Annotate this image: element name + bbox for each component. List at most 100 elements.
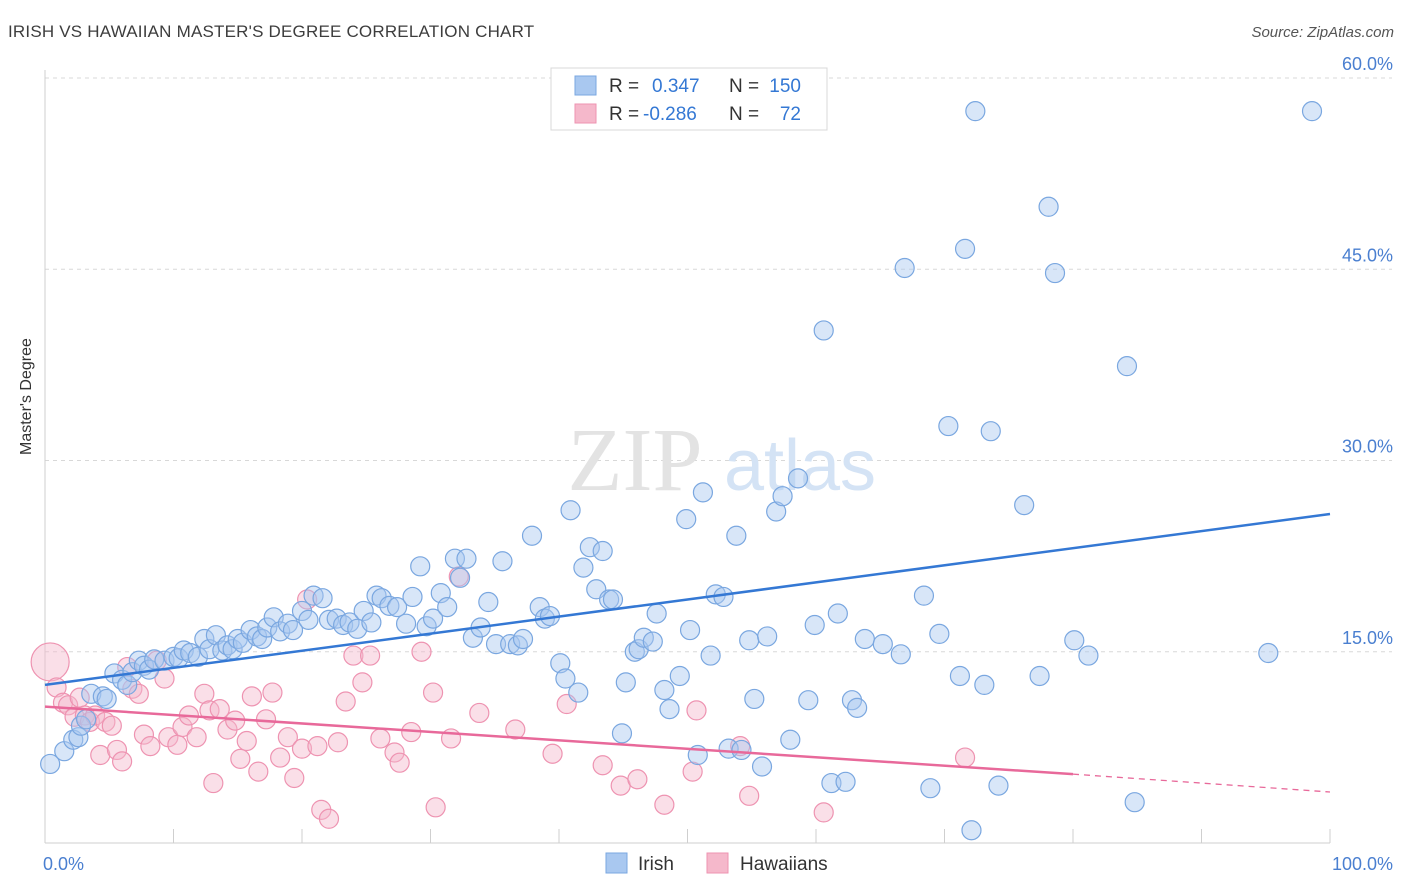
irish-point: [568, 682, 589, 703]
series-legend: Irish Hawaiians: [605, 852, 828, 875]
irish-point: [974, 674, 995, 696]
irish-point: [835, 771, 856, 792]
irish-point: [731, 739, 752, 761]
irish-point: [1064, 630, 1085, 651]
irish-point: [449, 567, 471, 588]
irish-swatch: [574, 75, 597, 96]
hawaiians-point: [284, 767, 305, 789]
irish-point: [92, 686, 113, 707]
hawaiians-point: [297, 589, 318, 610]
irish-point: [500, 633, 521, 655]
irish-point: [692, 482, 714, 503]
hawaiians-point: [230, 748, 251, 769]
y-tick-label-30: 30.0%: [1342, 437, 1393, 457]
irish-point: [938, 415, 959, 437]
irish-point: [117, 674, 138, 696]
hawaiians-point: [90, 744, 111, 766]
hawaiians-point: [248, 761, 269, 782]
hawaiians-point: [352, 672, 373, 693]
irish-point: [187, 646, 209, 667]
irish-point: [854, 628, 875, 650]
watermark-zip: ZIP: [568, 411, 703, 510]
irish-point: [492, 551, 513, 572]
irish-point: [654, 679, 675, 701]
irish-point: [1301, 101, 1323, 122]
irish-point: [353, 600, 374, 622]
hawaiians-r-label: R =: [609, 104, 639, 125]
irish-point: [76, 709, 97, 730]
legend-irish-swatch: [605, 852, 628, 874]
x-ticks: 0.0% 100.0%: [43, 829, 1393, 874]
legend-hawaiians-swatch: [706, 852, 729, 874]
irish-point: [410, 556, 431, 577]
irish-point: [954, 238, 976, 259]
hawaiians-point: [370, 728, 391, 749]
hawaiians-trend-line: [44, 705, 1074, 776]
hawaiians-point: [106, 739, 128, 761]
irish-point: [659, 699, 680, 720]
hawaiians-point: [327, 732, 349, 753]
hawaiians-point: [101, 715, 122, 736]
irish-point: [713, 586, 734, 608]
hawaiians-point: [469, 702, 490, 724]
irish-point: [456, 548, 477, 569]
chart-title: IRISH VS HAWAIIAN MASTER'S DEGREE CORREL…: [8, 22, 535, 41]
irish-point: [739, 630, 760, 651]
irish-point: [988, 775, 1009, 796]
hawaiians-point: [425, 797, 446, 818]
irish-point: [205, 625, 227, 646]
irish-point: [669, 665, 690, 687]
irish-point: [913, 585, 935, 606]
irish-point: [312, 588, 333, 609]
irish-point: [282, 619, 304, 641]
hawaiians-point: [343, 645, 364, 666]
hawaiians-point: [194, 683, 215, 704]
irish-point: [744, 688, 765, 710]
irish-point: [894, 257, 915, 279]
irish-point: [386, 597, 408, 618]
hawaiians-n-label: N =: [729, 104, 759, 125]
irish-r-value: 0.347: [652, 76, 700, 97]
hawaiians-r-value: -0.286: [643, 104, 697, 125]
irish-point: [402, 586, 423, 608]
irish-point: [726, 525, 747, 546]
hawaiians-point: [686, 700, 707, 721]
irish-point: [361, 612, 382, 633]
irish-point: [1014, 495, 1035, 516]
irish-point: [872, 633, 893, 655]
irish-point: [929, 623, 950, 645]
irish-point: [804, 614, 825, 636]
irish-point: [676, 509, 697, 530]
hawaiians-point: [111, 751, 133, 772]
irish-point: [611, 723, 633, 744]
irish-n-value: 150: [769, 76, 801, 97]
irish-point: [1044, 262, 1066, 284]
hawaiians-point: [307, 735, 328, 757]
hawaiians-point: [199, 700, 220, 721]
y-tick-label-60: 60.0%: [1342, 54, 1393, 74]
legend-hawaiians-label: Hawaiians: [740, 854, 828, 875]
irish-point: [379, 595, 400, 616]
hawaiians-point: [95, 711, 116, 732]
hawaiians-trend-extension: [1072, 773, 1331, 793]
irish-point: [592, 540, 613, 562]
irish-point: [980, 421, 1001, 442]
legend-irish-label: Irish: [638, 854, 674, 875]
irish-point: [144, 649, 165, 670]
y-tick-label-15: 15.0%: [1342, 628, 1393, 648]
irish-point: [780, 729, 801, 750]
hawaiians-point: [58, 695, 79, 716]
irish-point: [555, 668, 576, 689]
irish-trend-line: [44, 512, 1331, 687]
irish-point: [40, 753, 61, 775]
irish-point: [646, 603, 667, 624]
irish-point: [827, 603, 848, 624]
irish-point: [787, 468, 809, 489]
source-credit: Source: ZipAtlas.com: [1251, 24, 1394, 41]
hawaiians-point: [277, 727, 298, 748]
irish-point: [257, 617, 278, 638]
hawaiians-point: [30, 642, 70, 682]
irish-point: [961, 820, 982, 841]
hawaiians-point: [186, 727, 207, 748]
